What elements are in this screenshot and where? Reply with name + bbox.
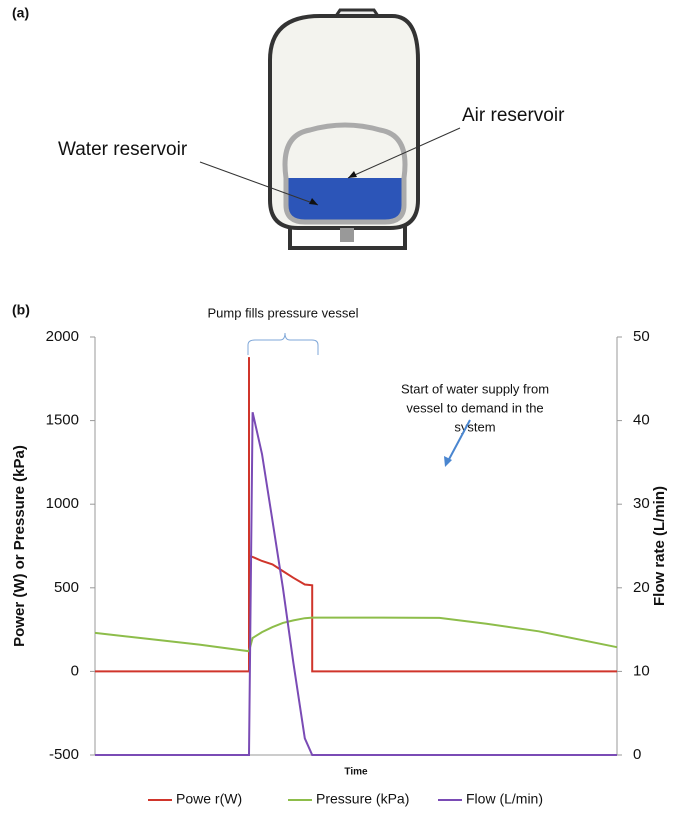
chart: -500 0 500 1000 1500 2000 0 10 20 30 40 50 Power (W)… [11,305,668,806]
y-axis-label: Power (W) or Pressure (kPa) [11,445,28,647]
y-tick-label: 1500 [46,412,79,429]
panel-label: (a) [12,5,29,21]
bladder [282,122,408,225]
legend-label: Pressure (kPa) [316,791,409,807]
legend-label: Powe r(W) [176,791,242,807]
vessel-body [268,14,420,230]
y-tick-label: 500 [54,579,79,596]
y2-tick-label: 30 [633,495,650,512]
arrowhead [309,198,318,205]
y2-tick-label: 50 [633,328,650,345]
water [288,178,402,220]
bracket [247,332,319,355]
vessel [199,8,461,250]
y-tick-label: -500 [49,746,79,763]
y2-tick-label: 20 [633,579,650,596]
annotation-arrowhead [444,456,452,467]
y-tick-label: 0 [71,662,79,679]
arrowhead [348,171,357,178]
air-label: Air reservoir [462,105,565,126]
series-line [94,616,618,653]
annotation: vessel to demand in the [406,400,543,415]
annotation: Start of water supply from [401,381,549,396]
y2-axis-label: Flow rate (L/min) [651,486,668,606]
y2-tick-label: 0 [633,746,641,763]
series-line [95,411,617,756]
arrow [347,127,461,179]
arrow [199,161,319,206]
y-tick-label: 1000 [46,495,79,512]
panel-label: (b) [12,302,30,318]
annotation: system [454,419,495,434]
outlet [340,228,354,242]
y2-tick-label: 10 [633,662,650,679]
y2-tick-label: 40 [633,412,650,429]
legend-label: Flow (L/min) [466,791,543,807]
annotation-arrow [446,419,471,464]
x-axis-label: Time [344,767,368,778]
water-label: Water reservoir [58,139,188,160]
annotation: Pump fills pressure vessel [208,305,359,320]
y-tick-label: 2000 [46,328,79,345]
series-line [95,357,617,673]
